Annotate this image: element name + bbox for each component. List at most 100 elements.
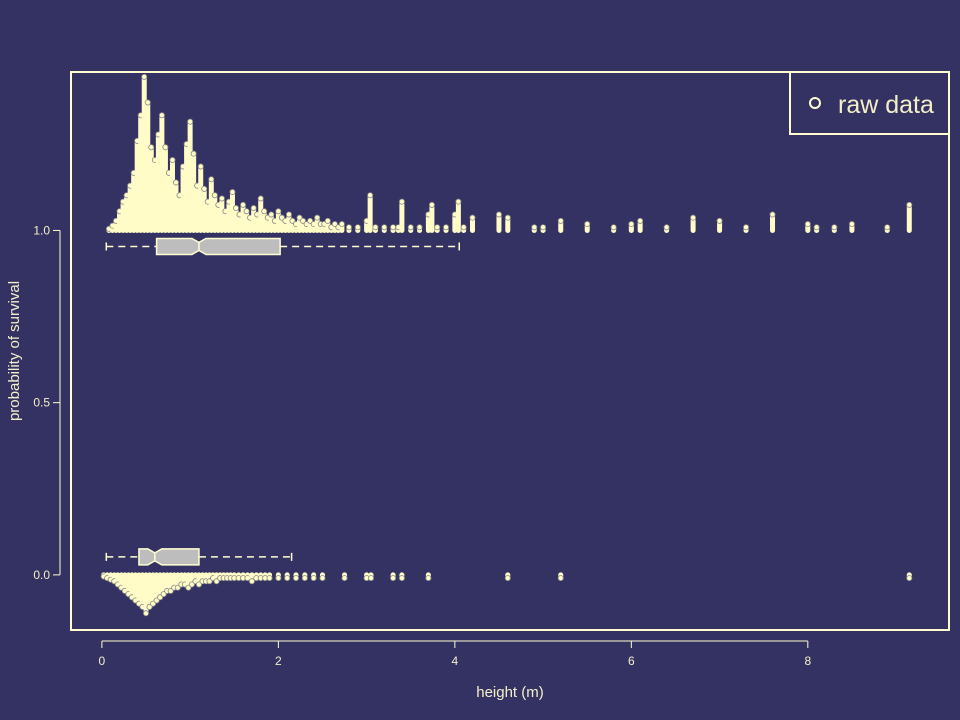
legend-box [789, 71, 950, 135]
data-point [628, 221, 635, 228]
data-point [584, 221, 591, 228]
data-point [187, 118, 194, 125]
data-point [354, 224, 361, 231]
legend-marker-icon [809, 97, 821, 109]
data-point [261, 208, 268, 215]
notched-box [155, 237, 281, 256]
x-tick-label: 4 [452, 654, 459, 668]
data-point [716, 217, 723, 224]
data-point [425, 575, 432, 582]
data-point [211, 192, 218, 199]
data-point [398, 198, 405, 205]
data-point [443, 224, 450, 231]
x-tick-label: 6 [628, 654, 635, 668]
data-point [368, 575, 375, 582]
data-point [769, 211, 776, 218]
data-point [284, 575, 291, 582]
data-point [906, 201, 913, 208]
data-point [531, 224, 538, 231]
data-point [173, 179, 180, 186]
data-point [407, 224, 414, 231]
data-point [367, 192, 374, 199]
outcome-1-points [105, 73, 913, 233]
x-tick-label: 2 [275, 654, 282, 668]
plot-frame [70, 71, 950, 631]
data-point [197, 163, 204, 170]
data-point [275, 575, 282, 582]
data-point [243, 208, 250, 215]
data-point [345, 224, 352, 231]
data-point [314, 214, 321, 221]
data-point [240, 201, 247, 208]
data-point [398, 575, 405, 582]
x-tick-label: 0 [99, 654, 106, 668]
data-point [804, 221, 811, 228]
data-point [341, 575, 348, 582]
data-point [148, 144, 155, 151]
data-point [884, 224, 891, 231]
data-point [169, 157, 176, 164]
y-tick-label: 0.0 [33, 568, 50, 582]
data-point [455, 198, 462, 205]
boxplots [105, 237, 461, 566]
data-point [504, 214, 511, 221]
data-point [250, 205, 257, 212]
data-point [201, 185, 208, 192]
data-point [275, 208, 282, 215]
data-point [310, 575, 317, 582]
data-point [324, 217, 331, 224]
data-point [557, 575, 564, 582]
data-point [268, 211, 275, 218]
legend-label: raw data [838, 91, 934, 119]
data-point [293, 575, 300, 582]
data-point [831, 224, 838, 231]
data-point [218, 195, 225, 202]
data-point [338, 221, 345, 228]
data-point [190, 150, 197, 157]
notched-box [138, 548, 200, 566]
data-point [208, 176, 215, 183]
raw-data-points [100, 73, 913, 617]
data-point [319, 575, 326, 582]
data-point [813, 224, 820, 231]
data-point [610, 224, 617, 231]
boxplot-outcome-1 [105, 237, 461, 256]
data-point [141, 73, 148, 80]
outcome-0-points [100, 572, 913, 617]
x-axis-label: height (m) [476, 684, 544, 701]
x-axis: 0 2 4 6 8 [99, 640, 811, 668]
data-point [301, 575, 308, 582]
data-point [144, 99, 151, 106]
data-point [390, 224, 397, 231]
data-point [416, 224, 423, 231]
data-point [233, 205, 240, 212]
data-point [434, 224, 441, 231]
data-point [557, 217, 564, 224]
legend: raw data [789, 71, 950, 135]
data-point [248, 578, 255, 585]
data-point [266, 575, 273, 582]
data-point [158, 112, 165, 119]
data-point [504, 575, 511, 582]
data-point [848, 221, 855, 228]
data-point [690, 214, 697, 221]
data-point [390, 575, 397, 582]
data-point [143, 610, 150, 617]
boxplot-outcome-0 [105, 548, 293, 566]
y-tick-label: 1.0 [33, 223, 50, 237]
y-axis: 0.0 0.5 1.0 [33, 223, 61, 582]
data-point [637, 217, 644, 224]
data-point [229, 189, 236, 196]
y-tick-label: 0.5 [33, 396, 50, 410]
data-point [460, 224, 467, 231]
data-point [372, 224, 379, 231]
data-point [381, 224, 388, 231]
x-tick-label: 8 [804, 654, 811, 668]
y-axis-label: probability of survival [6, 281, 23, 421]
data-point [428, 201, 435, 208]
data-point [743, 224, 750, 231]
data-point [540, 224, 547, 231]
data-point [663, 224, 670, 231]
data-point [162, 144, 169, 151]
